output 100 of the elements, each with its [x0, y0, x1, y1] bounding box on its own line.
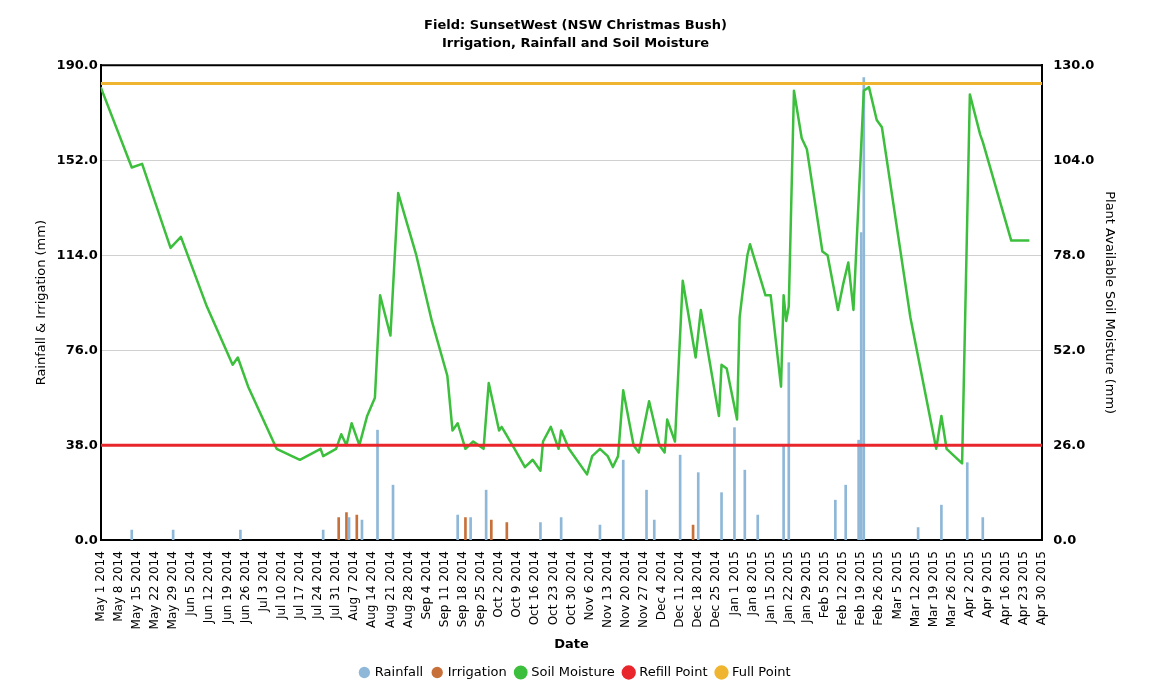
bar: [621, 459, 625, 540]
x-tick-label: Jul 3 2014: [255, 551, 270, 613]
bar: [337, 517, 341, 540]
x-tick-label: Sep 4 2014: [418, 551, 433, 620]
x-tick-label: Aug 28 2014: [400, 551, 415, 629]
x-tick-label: Apr 16 2015: [998, 551, 1013, 626]
x-tick-label: Nov 13 2014: [599, 551, 614, 629]
x-tick-label: Sep 25 2014: [473, 551, 488, 628]
x-tick-label: Jan 22 2015: [780, 551, 795, 625]
bar: [645, 489, 648, 540]
x-tick-label: Jul 10 2014: [273, 551, 288, 621]
x-tick-label: May 22 2014: [147, 551, 162, 630]
y2-tick-label: 78.0: [1053, 246, 1086, 262]
x-tick-label: Jul 17 2014: [292, 551, 307, 621]
x-axis-title: Date: [554, 635, 589, 651]
x-tick-label: Apr 2 2015: [961, 551, 976, 618]
bar: [469, 517, 472, 540]
y2-tick-label: 130.0: [1053, 56, 1095, 72]
y-tick-label: 38.0: [65, 436, 98, 452]
x-tick-label: Feb 26 2015: [871, 551, 886, 626]
legend-label: Soil Moisture: [531, 663, 615, 679]
x-tick-label: May 29 2014: [165, 551, 180, 630]
bar: [539, 522, 542, 540]
x-tick-label: Nov 27 2014: [636, 551, 651, 629]
bar: [981, 517, 985, 540]
x-tick-label: Feb 19 2015: [853, 551, 868, 626]
bar: [782, 444, 785, 540]
x-tick-label: May 8 2014: [110, 551, 125, 622]
chart-title: Field: SunsetWest (NSW Christmas Bush): [424, 17, 727, 33]
y-axis-title: Rainfall & Irrigation (mm): [33, 219, 49, 386]
x-tick-label: Oct 16 2014: [527, 551, 542, 626]
bar: [376, 429, 379, 540]
x-tick-label: Apr 30 2015: [1034, 551, 1049, 626]
y-tick-label: 152.0: [56, 151, 98, 167]
bar: [130, 529, 134, 540]
x-tick-label: Aug 14 2014: [364, 551, 379, 629]
x-tick-label: Oct 9 2014: [509, 551, 524, 618]
x-tick-label: Dec 4 2014: [654, 551, 669, 621]
chart-subtitle: Irrigation, Rainfall and Soil Moisture: [441, 34, 710, 50]
x-tick-label: Jan 8 2015: [744, 551, 759, 617]
x-tick-label: Jul 24 2014: [310, 551, 325, 621]
bar: [787, 362, 791, 540]
legend-label: Full Point: [732, 663, 791, 679]
legend-label: Rainfall: [374, 663, 424, 679]
bar: [834, 499, 837, 540]
x-tick-label: Mar 26 2015: [943, 551, 958, 628]
bar: [940, 504, 943, 540]
x-tick-label: Jun 19 2014: [219, 551, 234, 625]
x-tick-label: Nov 20 2014: [617, 551, 632, 629]
bar: [862, 77, 866, 540]
x-tick-label: Sep 11 2014: [436, 551, 451, 628]
x-tick-label: Nov 6 2014: [581, 551, 596, 621]
y2-tick-label: 26.0: [1053, 436, 1086, 452]
x-tick-label: Jan 29 2015: [799, 551, 814, 625]
x-tick-label: Dec 18 2014: [690, 551, 705, 628]
bar: [720, 492, 723, 540]
bar: [464, 517, 467, 540]
x-tick-label: May 1 2014: [92, 551, 107, 622]
x-tick-label: Jul 31 2014: [328, 551, 343, 621]
x-tick-label: Dec 11 2014: [672, 551, 687, 628]
bar: [696, 472, 700, 540]
x-tick-label: Mar 19 2015: [925, 551, 940, 628]
y-tick-label: 190.0: [56, 56, 98, 72]
x-tick-label: Sep 18 2014: [454, 551, 469, 628]
bar: [456, 514, 460, 540]
y2-tick-label: 0.0: [1053, 531, 1077, 547]
bar: [239, 529, 242, 540]
bar: [733, 427, 736, 540]
bar: [489, 519, 493, 540]
y-tick-label: 76.0: [65, 341, 98, 357]
bar: [355, 514, 359, 540]
bar: [965, 462, 969, 540]
x-tick-label: Feb 5 2015: [817, 551, 832, 619]
x-tick-label: Apr 9 2015: [980, 551, 995, 618]
bar: [743, 469, 747, 540]
x-tick-label: Jan 1 2015: [726, 551, 741, 617]
x-tick-label: Jun 12 2014: [201, 551, 216, 625]
y2-tick-label: 104.0: [1053, 151, 1095, 167]
y2-axis-title: Plant Available Soil Moisture (mm): [1102, 191, 1118, 415]
bar: [844, 484, 848, 540]
bar: [321, 529, 325, 540]
bar: [756, 514, 760, 540]
x-tick-label: Mar 5 2015: [889, 551, 904, 620]
x-tick-label: Jun 5 2014: [183, 551, 198, 617]
x-tick-label: Dec 25 2014: [708, 551, 723, 628]
x-tick-label: Jun 26 2014: [237, 551, 252, 625]
x-tick-label: Feb 12 2015: [835, 551, 850, 626]
bar: [345, 512, 348, 540]
legend-label: Irrigation: [447, 663, 507, 679]
x-tick-label: Oct 2 2014: [491, 551, 506, 618]
x-tick-label: Jan 15 2015: [762, 551, 777, 625]
bar: [652, 519, 656, 540]
x-tick-label: Aug 21 2014: [382, 551, 397, 629]
x-tick-label: Aug 7 2014: [346, 551, 361, 621]
x-tick-label: Apr 23 2015: [1016, 551, 1031, 626]
y-tick-label: 0.0: [74, 531, 98, 547]
y-tick-label: 114.0: [56, 246, 98, 262]
y2-tick-label: 52.0: [1053, 341, 1086, 357]
x-tick-label: Mar 12 2015: [907, 551, 922, 628]
x-tick-label: May 15 2014: [129, 551, 144, 630]
